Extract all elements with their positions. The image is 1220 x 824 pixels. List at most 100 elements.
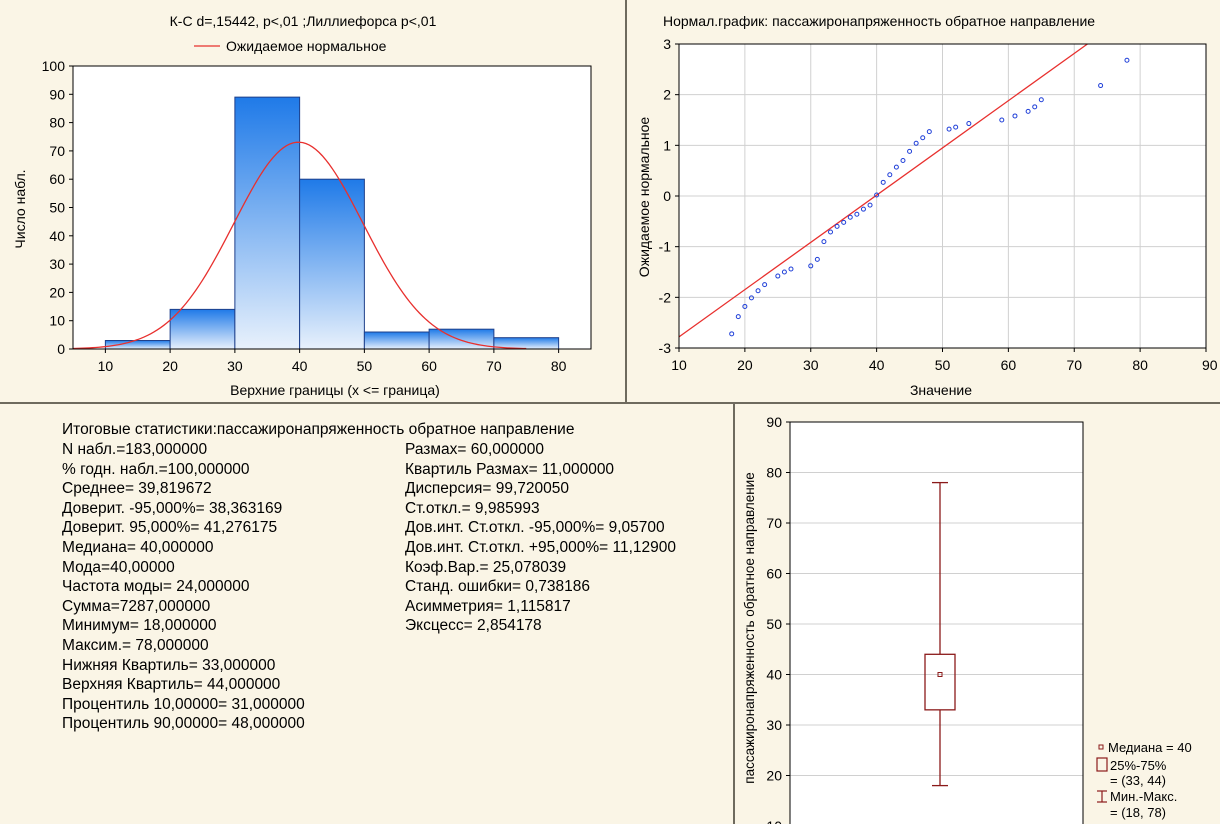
data-point	[748, 295, 754, 301]
stats-line: Процентиль 90,00000= 48,000000	[62, 715, 305, 733]
y-tick-label: 1	[663, 137, 671, 153]
stats-line: Ст.откл.= 9,985993	[405, 499, 540, 517]
y-tick-label: 20	[766, 768, 782, 784]
stats-line: Дов.инт. Ст.откл. +95,000%= 11,12900	[405, 538, 677, 556]
data-point	[1032, 104, 1038, 110]
legend-label: Мин.-Макс.	[1110, 789, 1177, 804]
stats-line: Дисперсия= 99,720050	[405, 480, 569, 498]
expected-normal-line	[678, 43, 1088, 338]
stats-line: Частота моды= 24,000000	[62, 578, 250, 596]
y-tick-label: 60	[766, 566, 782, 582]
data-point	[880, 179, 886, 185]
stats-line: N набл.=183,000000	[62, 441, 208, 458]
data-point	[742, 303, 748, 309]
plot-area	[790, 422, 1083, 824]
x-tick-label: 60	[421, 358, 437, 374]
y-tick-label: 60	[49, 171, 65, 187]
data-point	[729, 331, 735, 337]
histogram-bar	[299, 178, 365, 350]
data-point	[814, 256, 820, 262]
y-tick-label: 30	[49, 256, 65, 272]
stats-line: Минимум= 18,000000	[62, 617, 217, 635]
y-tick-label: 100	[42, 58, 66, 74]
iqr-legend-swatch	[1096, 757, 1108, 772]
y-tick-label: 80	[49, 115, 65, 131]
legend-label: = (18, 78)	[1110, 805, 1166, 820]
y-tick-label: -3	[659, 340, 672, 356]
median-marker	[937, 672, 943, 677]
stats-line: Медиана= 40,000000	[62, 538, 214, 556]
normal-plot-y-axis-label: Ожидаемое нормальное	[636, 117, 652, 278]
x-tick-label: 50	[935, 357, 951, 373]
stats-right-column: Размах= 60,000000 Квартиль Размах= 11,000…	[405, 440, 676, 636]
data-point	[808, 263, 814, 269]
expected-normal-curve	[72, 141, 527, 350]
x-tick-label: 30	[803, 357, 819, 373]
stats-line: Среднее= 39,819672	[62, 480, 212, 498]
stats-line: Верхняя Квартиль= 44,000000	[62, 676, 281, 694]
data-point	[946, 126, 952, 132]
median-legend-swatch	[1098, 744, 1104, 750]
y-tick-label: 0	[57, 341, 65, 357]
legend-label: = (33, 44)	[1110, 773, 1166, 788]
x-tick-label: 70	[1066, 357, 1082, 373]
boxplot-y-axis-label: пассажиронапряженность обратное направле…	[742, 472, 757, 783]
data-point	[735, 314, 741, 320]
x-tick-label: 10	[98, 358, 114, 374]
y-tick-label: 50	[49, 200, 65, 216]
data-point	[828, 229, 834, 235]
stats-line: Квартиль Размах= 11,000000	[405, 460, 615, 478]
y-tick-label: 70	[49, 143, 65, 159]
normal-plot-x-axis-label: Значение	[910, 382, 972, 398]
stats-line: Дов.инт. Ст.откл. -95,000%= 9,05700	[405, 519, 665, 537]
data-point	[860, 206, 866, 212]
x-tick-label: 30	[227, 358, 243, 374]
histogram-bar	[169, 308, 236, 350]
y-tick-label: 40	[49, 228, 65, 244]
data-point	[953, 124, 959, 130]
x-tick-label: 20	[162, 358, 178, 374]
data-point	[755, 288, 761, 294]
data-point	[841, 219, 847, 225]
data-point	[781, 269, 787, 275]
data-point	[900, 158, 906, 164]
x-tick-label: 20	[737, 357, 753, 373]
y-tick-label: 90	[49, 86, 65, 102]
y-tick-label: 10	[766, 818, 782, 824]
stats-line: Коэф.Вар.= 25,078039	[405, 558, 567, 576]
stats-line: Процентиль 10,00000= 31,000000	[62, 695, 305, 713]
stats-line: Максим.= 78,000000	[62, 636, 209, 654]
y-tick-label: -2	[659, 289, 672, 305]
stats-line: Доверит. -95,000%= 38,363169	[62, 499, 283, 517]
y-tick-label: 70	[766, 515, 782, 531]
stats-line: Сумма=7287,000000	[62, 597, 211, 615]
normal-probability-chart: Нормал.график: пассажиронапряженность об…	[636, 13, 1218, 398]
legend-label: 25%-75%	[1110, 758, 1167, 773]
y-tick-label: 3	[663, 36, 671, 52]
legend-label: Медиана = 40	[1108, 740, 1192, 755]
x-tick-label: 80	[551, 358, 567, 374]
vertical-divider-bottom	[733, 404, 735, 824]
data-point	[907, 148, 913, 154]
data-point	[821, 239, 827, 245]
histogram-panel: К-С d=,15442, p<,01 ;Лиллиефорса p<,01 О…	[0, 0, 625, 402]
vertical-divider-top	[625, 0, 627, 402]
horizontal-divider	[0, 402, 1220, 404]
stats-line: % годн. набл.=100,000000	[62, 460, 250, 478]
x-tick-label: 40	[869, 357, 885, 373]
normal-plot-title: Нормал.график: пассажиронапряженность об…	[663, 13, 1095, 29]
x-tick-label: 60	[1001, 357, 1017, 373]
normal-plot-panel: Нормал.график: пассажиронапряженность об…	[627, 0, 1220, 402]
data-point	[1098, 83, 1104, 89]
data-point	[1124, 57, 1130, 63]
data-point	[834, 223, 840, 229]
y-tick-label: 50	[766, 616, 782, 632]
histogram-y-axis-label: Число набл.	[12, 169, 28, 248]
y-tick-label: 2	[663, 87, 671, 103]
iqr-box	[924, 653, 956, 711]
data-point	[788, 266, 794, 272]
stats-line: Эксцесс= 2,854178	[405, 617, 542, 635]
stats-line: Размах= 60,000000	[405, 441, 545, 458]
data-point	[999, 117, 1005, 123]
data-point	[762, 282, 768, 288]
